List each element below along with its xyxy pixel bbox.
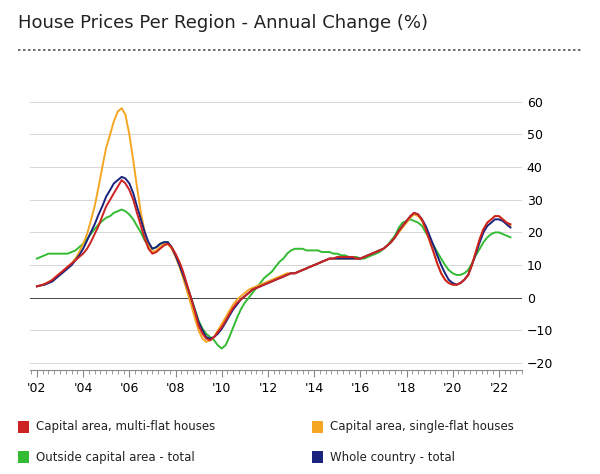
Text: Capital area, single-flat houses: Capital area, single-flat houses	[330, 420, 514, 433]
Text: House Prices Per Region - Annual Change (%): House Prices Per Region - Annual Change …	[18, 14, 428, 32]
Text: Whole country - total: Whole country - total	[330, 451, 455, 464]
Text: Outside capital area - total: Outside capital area - total	[36, 451, 195, 464]
Text: Capital area, multi-flat houses: Capital area, multi-flat houses	[36, 420, 215, 433]
